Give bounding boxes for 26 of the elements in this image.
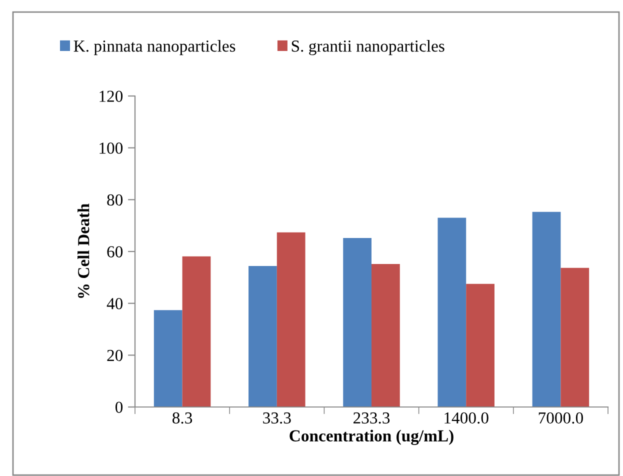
y-tick-label: 100 (100, 142, 123, 154)
legend-label: S. grantii nanoparticles (292, 40, 444, 56)
x-tick-label: 7000.0 (538, 412, 583, 424)
y-tick-label: 0 (115, 402, 123, 413)
bar (276, 232, 306, 407)
y-tick-label: 20 (107, 350, 123, 362)
y-axis-title: % Cell Death (78, 204, 90, 298)
y-tick-label: 40 (106, 298, 123, 310)
x-axis-title: Concentration (ug/mL) (290, 430, 454, 445)
bar (372, 264, 400, 407)
x-tick-label: 8.3 (172, 412, 192, 424)
legend-label: K. pinnata nanoparticles (74, 40, 236, 56)
y-tick-label: 80 (107, 194, 123, 206)
bar (154, 310, 182, 407)
x-tick-label: 1400.0 (444, 412, 488, 424)
bar (438, 218, 466, 407)
x-tick-label: 233.3 (353, 412, 390, 424)
y-tick-label: 120 (100, 90, 123, 102)
x-tick-label: 33.3 (263, 412, 291, 424)
bar (248, 266, 277, 407)
bar (466, 284, 494, 407)
bar (343, 238, 372, 407)
bar (560, 268, 590, 407)
y-tick-label: 60 (107, 246, 123, 258)
bar (532, 212, 561, 407)
bar (182, 256, 211, 407)
